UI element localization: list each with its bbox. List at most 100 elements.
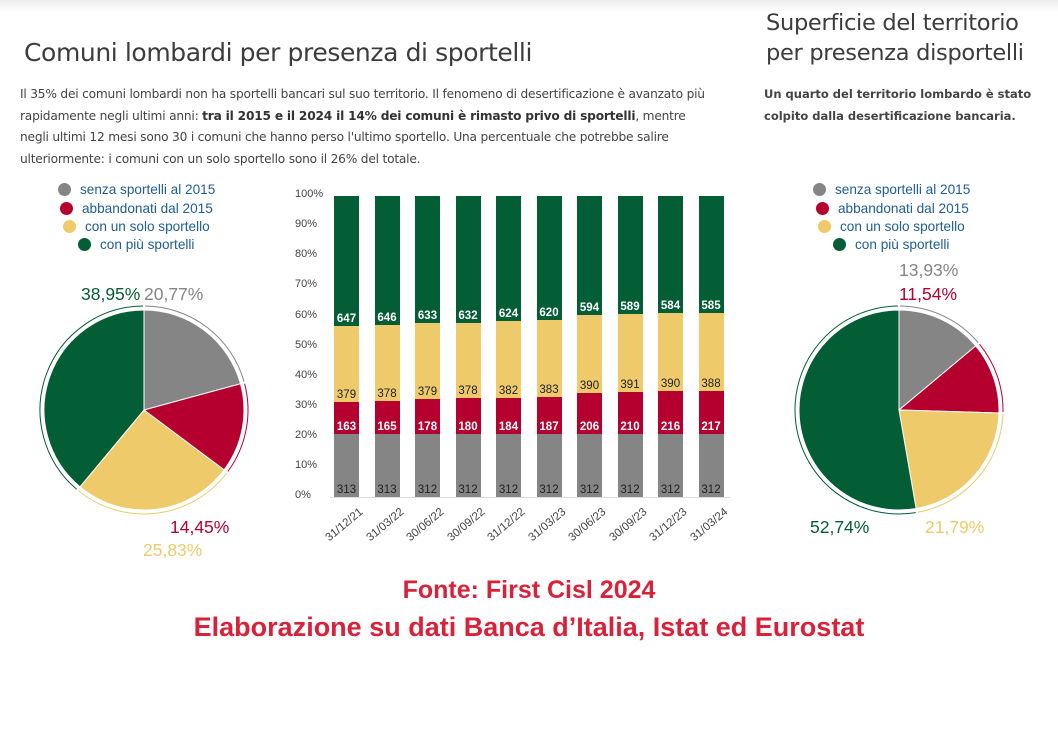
bar: 312 206 390 594 xyxy=(577,196,602,497)
bar: 312 216 390 584 xyxy=(658,196,683,497)
source-line1: Fonte: First Cisl 2024 xyxy=(402,576,656,604)
bar-value-label: 594 xyxy=(579,302,600,315)
bar: 312 180 378 632 xyxy=(455,196,481,497)
desc-text-1: Il 35% dei comuni lombardi non ha sporte… xyxy=(20,87,705,123)
bar-segment: 312 xyxy=(577,434,602,497)
legend-label: con un solo sportello xyxy=(840,219,965,234)
bar: 313 163 379 647 xyxy=(334,196,359,497)
bar-segment: 624 xyxy=(496,196,521,322)
bar-value-label: 165 xyxy=(377,421,397,434)
pie-left-label-green: 38,95% xyxy=(81,284,141,304)
bar-segment: 379 xyxy=(334,325,359,402)
right-title: Superficie del territorio per presenza d… xyxy=(766,8,1024,68)
bar: 312 184 382 624 xyxy=(496,196,521,497)
bar-value-label: 379 xyxy=(336,388,357,401)
pie-bracket xyxy=(979,343,1004,413)
pie-bracket xyxy=(145,305,245,382)
bar-value-label: 187 xyxy=(539,421,559,434)
bar-value-label: 646 xyxy=(377,312,397,325)
bar-value-label: 388 xyxy=(701,378,721,390)
bar-segment: 184 xyxy=(496,397,521,435)
legend-dot xyxy=(63,220,76,233)
y-tick-label: 30% xyxy=(295,399,318,411)
bar-value-label: 312 xyxy=(701,484,721,496)
legend-label: con più sportelli xyxy=(100,237,195,252)
legend-label: con un solo sportello xyxy=(85,219,210,234)
bar-segment: 378 xyxy=(374,325,400,402)
x-axis-line xyxy=(330,497,730,498)
bar-segment: 206 xyxy=(577,393,602,435)
bar-segment: 180 xyxy=(455,398,481,435)
bar-segment: 163 xyxy=(334,401,359,435)
bar-segment: 178 xyxy=(415,398,440,435)
bar-segment: 312 xyxy=(455,434,481,497)
pie-slice xyxy=(142,383,245,471)
bar-value-label: 178 xyxy=(417,421,438,434)
legend-item: senza sportelli al 2015 xyxy=(58,182,215,197)
legend-dot xyxy=(58,183,71,196)
bar-value-label: 391 xyxy=(620,379,640,392)
bar-value-label: 390 xyxy=(660,378,681,391)
bar-segment: 312 xyxy=(617,434,643,497)
bar-value-label: 632 xyxy=(458,309,478,322)
bar-value-label: 312 xyxy=(660,484,681,496)
bar-segment: 216 xyxy=(658,391,683,435)
right-description: Un quarto del territorio lombardo è stat… xyxy=(764,87,1032,123)
legend-label: senza sportelli al 2015 xyxy=(835,182,971,197)
y-tick-label: 20% xyxy=(295,429,318,441)
bar: 313 165 378 646 xyxy=(374,196,400,497)
legend-dot xyxy=(816,202,829,215)
bar-segment: 646 xyxy=(374,196,400,326)
bar-segment: 312 xyxy=(536,434,562,497)
bar-segment: 217 xyxy=(698,391,724,435)
pie-left-label-red: 14,45% xyxy=(170,517,230,537)
bar-segment: 313 xyxy=(334,434,359,497)
bar-value-label: 180 xyxy=(458,421,478,434)
pie-right-label-red: 11,54% xyxy=(899,284,958,304)
bar-value-label: 184 xyxy=(498,421,519,434)
top-shade xyxy=(0,0,1058,12)
bar-segment: 187 xyxy=(536,397,562,435)
bar-value-label: 584 xyxy=(660,300,681,313)
pie-bracket xyxy=(227,383,249,472)
bar-value-label: 585 xyxy=(701,300,721,313)
legend-dot xyxy=(60,202,73,215)
bar-value-label: 379 xyxy=(417,385,438,398)
pie-slice xyxy=(79,409,225,511)
bar-value-label: 390 xyxy=(579,380,600,393)
bar-segment: 632 xyxy=(455,196,481,323)
bar-segment: 584 xyxy=(658,196,683,314)
pie-right-label-green: 52,74% xyxy=(810,517,870,537)
legend-dot xyxy=(818,220,831,233)
bar-value-label: 216 xyxy=(660,421,681,434)
bar-value-label: 378 xyxy=(458,385,478,398)
bar: 312 187 383 620 xyxy=(536,196,562,497)
pie-bracket xyxy=(917,414,1004,513)
legend-dot xyxy=(78,238,91,251)
y-tick-label: 50% xyxy=(295,339,318,351)
pie-slice xyxy=(898,309,977,412)
bar-value-label: 217 xyxy=(701,421,721,434)
y-tick-label: 40% xyxy=(295,369,318,381)
bar-segment: 378 xyxy=(455,322,481,399)
bar-value-label: 633 xyxy=(417,309,438,322)
legend-label: senza sportelli al 2015 xyxy=(80,182,216,197)
left-title: Comuni lombardi per presenza di sportell… xyxy=(24,38,533,67)
pie-right-label-yellow: 21,79% xyxy=(925,517,985,537)
bar-value-label: 624 xyxy=(498,308,519,321)
bar-segment: 390 xyxy=(577,315,602,394)
bar-segment: 594 xyxy=(577,196,602,316)
bar: 312 210 391 589 xyxy=(617,196,643,497)
pie-chart-right xyxy=(794,305,1004,515)
y-tick-label: 10% xyxy=(295,459,318,471)
bar-segment: 382 xyxy=(496,321,521,398)
desc-text-2: , mentre negli ultimi 12 mesi sono 30 i … xyxy=(20,108,686,166)
legend-label: con più sportelli xyxy=(855,237,950,252)
bar-segment: 313 xyxy=(374,434,400,497)
bar-value-label: 647 xyxy=(336,312,357,325)
bar-segment: 165 xyxy=(374,401,400,435)
bar-segment: 633 xyxy=(415,196,440,323)
y-tick-label: 0% xyxy=(295,489,311,501)
bar-segment: 589 xyxy=(617,196,643,315)
